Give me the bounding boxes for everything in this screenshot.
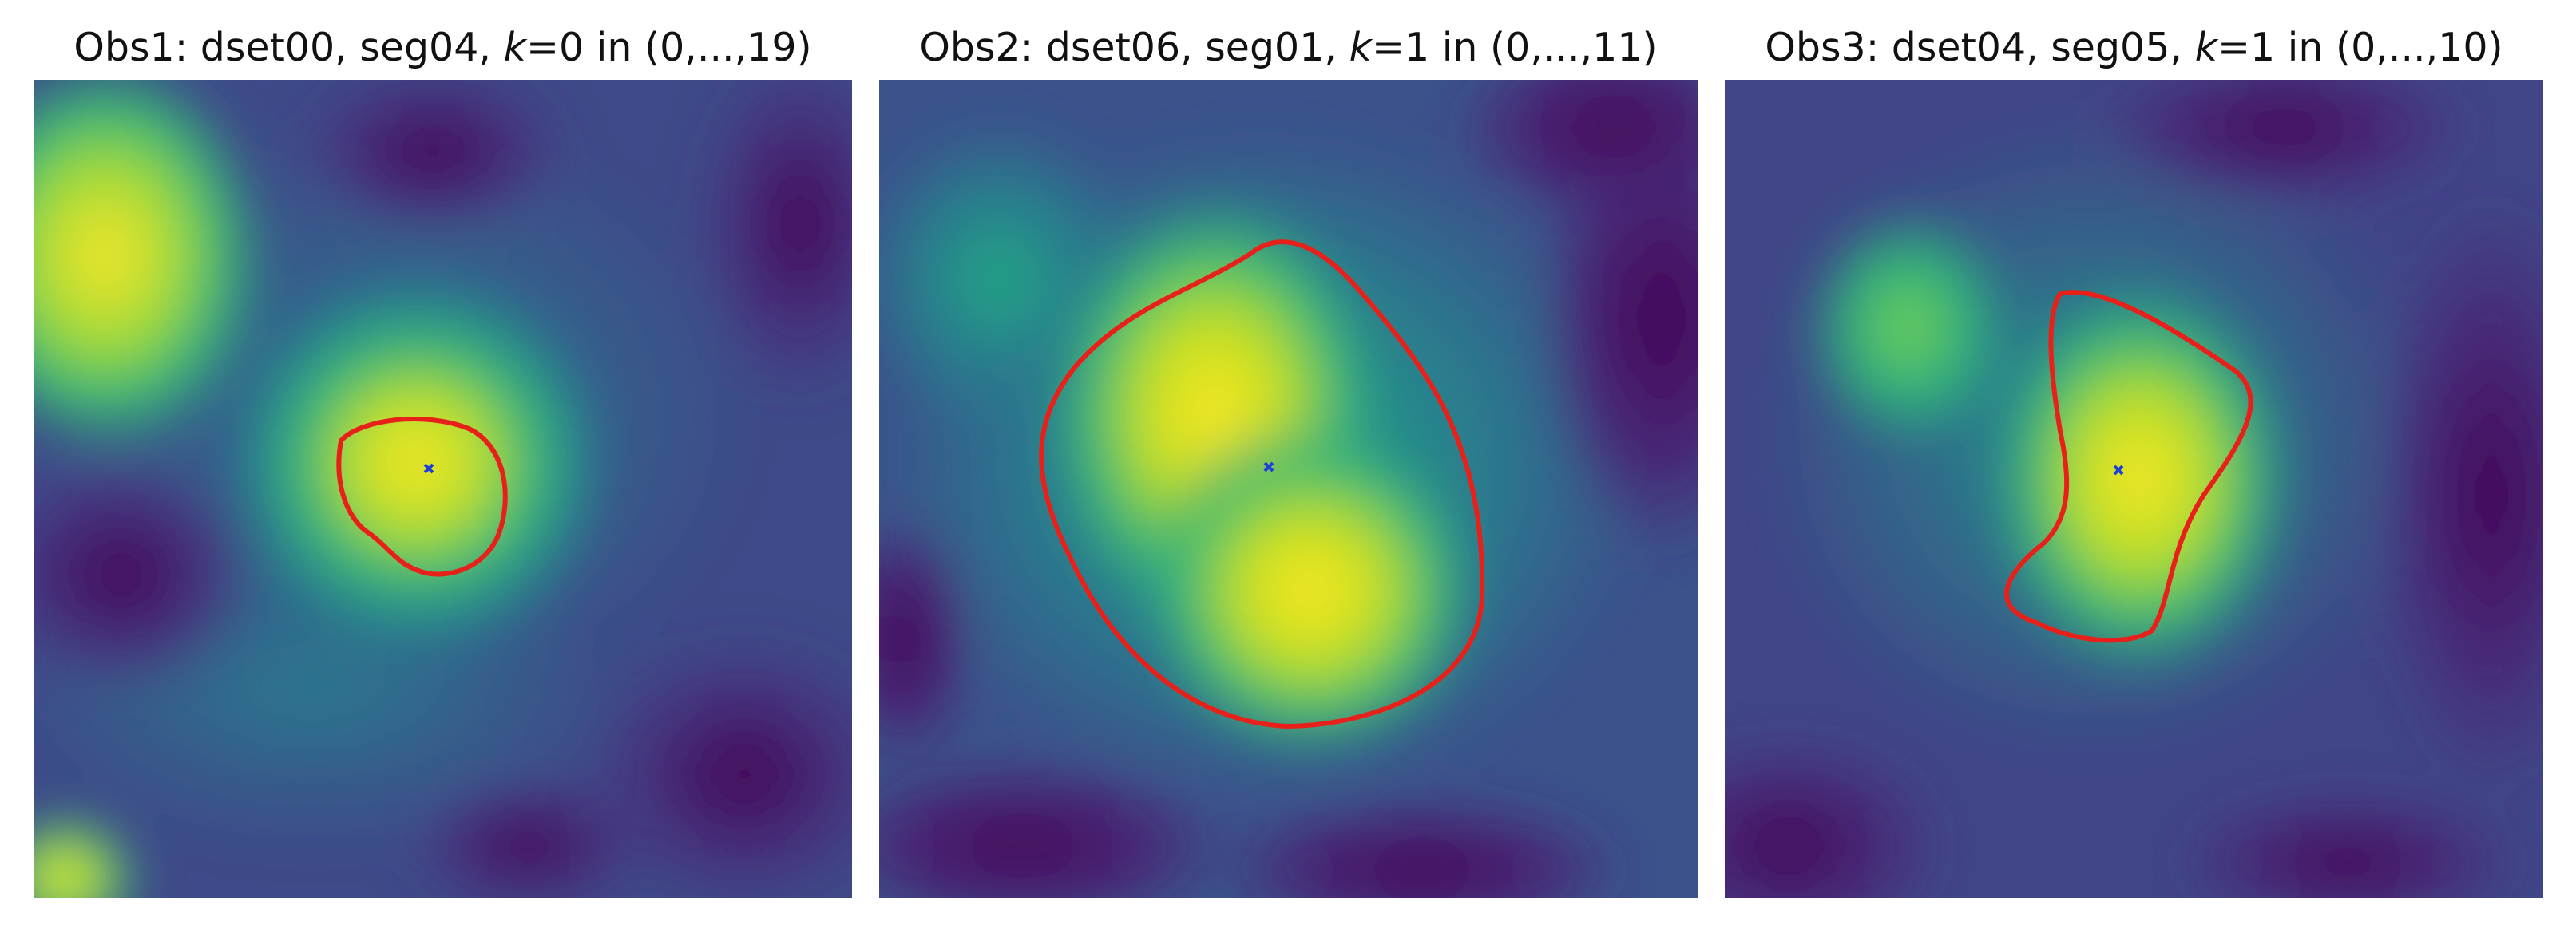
center-marker-icon xyxy=(1263,461,1274,472)
panel-title: Obs3: dset04, seg05, k=1 in (0,...,10) xyxy=(1725,16,2543,80)
contour-overlay xyxy=(2004,290,2253,643)
contour-overlay xyxy=(1039,239,1485,729)
heatmap-image xyxy=(879,80,1698,898)
title-prefix: Obs3: dset04, seg05, xyxy=(1765,25,2195,70)
contour-overlay xyxy=(336,416,508,577)
title-suffix: =0 in (0,...,19) xyxy=(525,25,812,70)
title-k-symbol: k xyxy=(2194,25,2217,70)
title-prefix: Obs2: dset06, seg01, xyxy=(919,25,1349,70)
title-suffix: =1 in (0,...,10) xyxy=(2217,25,2503,70)
heatmap-image xyxy=(1725,80,2543,898)
region-contour xyxy=(336,416,508,577)
title-prefix: Obs1: dset00, seg04, xyxy=(73,25,504,70)
panel-title: Obs2: dset06, seg01, k=1 in (0,...,11) xyxy=(879,16,1698,80)
center-marker-icon xyxy=(423,463,434,474)
heatmap-image xyxy=(34,80,852,898)
title-suffix: =1 in (0,...,11) xyxy=(1371,25,1658,70)
region-contour xyxy=(1039,239,1485,729)
region-contour xyxy=(2004,290,2253,643)
title-k-symbol: k xyxy=(1349,25,1372,70)
panel-title: Obs1: dset00, seg04, k=0 in (0,...,19) xyxy=(34,16,852,80)
center-marker-icon xyxy=(2113,465,2124,476)
title-k-symbol: k xyxy=(503,25,526,70)
